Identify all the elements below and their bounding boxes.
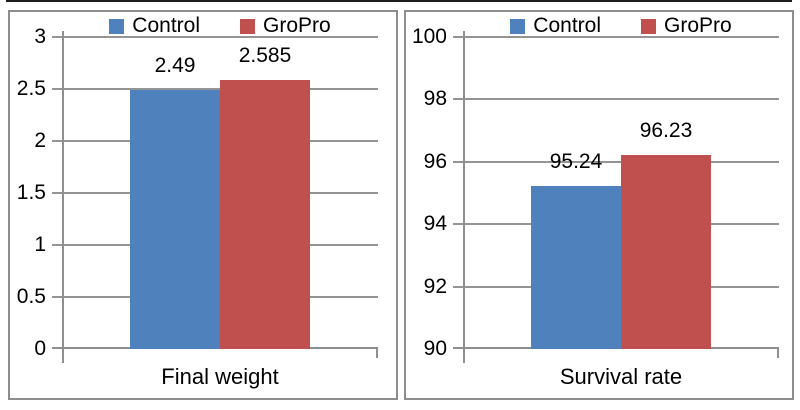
gridline [453,36,779,38]
bar-control [130,90,220,349]
legend-item-control: Control [109,15,200,37]
legend-item-gropro: GroPro [641,15,732,37]
x-axis-end-tick [777,349,779,358]
y-tick-label: 96 [423,150,447,173]
y-tick-label: 98 [423,87,447,110]
y-tick-label: 0 [34,337,46,360]
bar-value-label: 95.24 [549,150,603,173]
y-axis-line [62,31,64,363]
gridline [453,98,779,100]
bar-gropro [220,80,310,349]
plot-area: 95.24 96.23 [453,31,779,363]
x-axis-title: Final weight [161,364,279,389]
y-tick-label: 92 [423,275,447,298]
y-tick-label: 1.5 [16,181,46,204]
y-tick-label: 2.5 [16,77,46,100]
chart-legend: Control GroPro [463,14,779,38]
final-weight-chart-panel: Control GroPro 2.49 2.585 Final weight 3 2.… [8,10,398,400]
legend-swatch-icon [240,18,255,34]
legend-label: Control [132,14,200,37]
bar-value-label: 2.49 [154,54,196,77]
y-tick-label: 1 [34,233,46,256]
legend-swatch-icon [641,18,656,34]
survival-rate-chart-panel: Control GroPro 95.24 96.23 Survival rate 1… [404,10,794,400]
x-axis-title: Survival rate [559,364,683,389]
legend-swatch-icon [109,18,125,34]
y-tick-label: 0.5 [16,285,46,308]
y-tick-label: 3 [34,25,46,48]
y-axis-line [463,31,465,363]
chart-legend: Control GroPro [62,14,378,38]
plot-area: 2.49 2.585 [52,31,378,363]
legend-item-gropro: GroPro [240,15,331,37]
y-tick-label: 2 [34,129,46,152]
y-tick-label: 100 [411,25,447,48]
legend-swatch-icon [510,18,526,34]
top-border-line [6,0,792,2]
gridline [52,88,378,90]
x-axis-end-tick [376,349,378,358]
bar-value-label: 96.23 [639,119,693,142]
y-tick-label: 94 [423,212,447,235]
legend-label: Control [533,14,601,37]
gridline [453,161,779,163]
y-tick-label: 90 [423,337,447,360]
bar-control [531,186,621,349]
legend-label: GroPro [664,14,732,37]
gridline [52,36,378,38]
legend-item-control: Control [510,15,601,37]
legend-label: GroPro [263,14,331,37]
bar-gropro [621,155,711,349]
bar-value-label: 2.585 [238,44,292,67]
